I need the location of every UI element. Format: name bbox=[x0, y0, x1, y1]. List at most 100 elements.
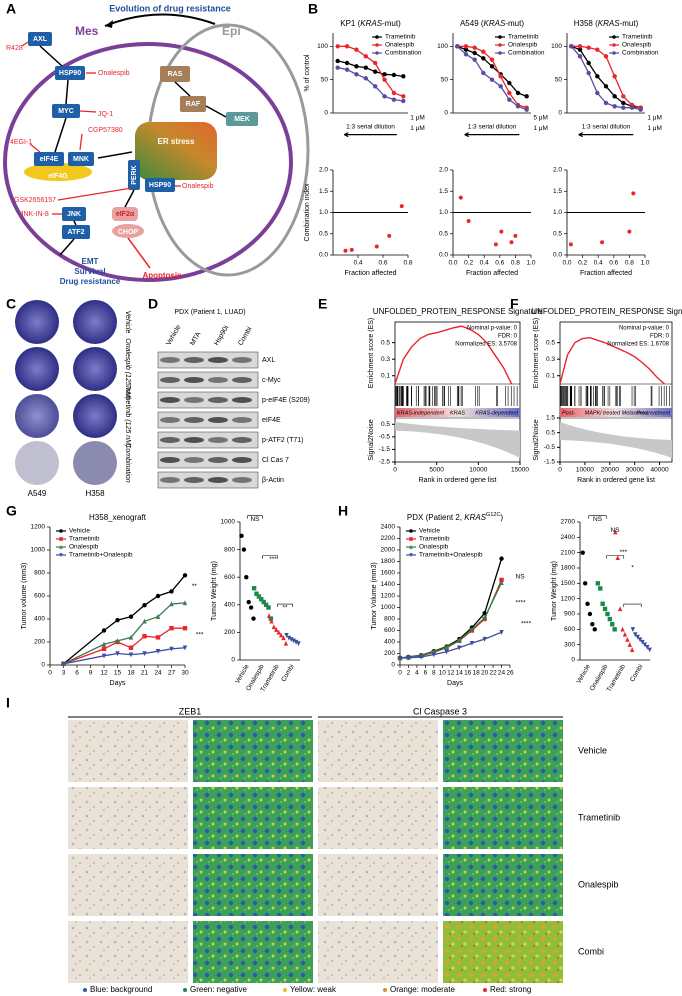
data-point bbox=[239, 533, 244, 538]
x-tick-label: 6 bbox=[75, 670, 79, 677]
data-point bbox=[507, 97, 512, 102]
data-point bbox=[499, 556, 504, 561]
blot-band bbox=[208, 397, 228, 403]
y-tick-label: 0 bbox=[391, 662, 395, 669]
data-point bbox=[354, 64, 359, 69]
y-tick-label: 400 bbox=[224, 602, 235, 609]
statistic: Nominal p-value: 0 bbox=[619, 326, 670, 332]
cell-line-label: A549 bbox=[28, 489, 47, 498]
node bbox=[145, 178, 175, 192]
title-part: KRAS bbox=[484, 19, 506, 28]
data-point bbox=[399, 204, 404, 209]
ihc-panel: ZEB1 Cl Caspase 3 bbox=[68, 706, 563, 718]
colony-plates: Vehicle Onalespib (125 nM) Trametinib (1… bbox=[15, 300, 131, 498]
node-label: MYC bbox=[58, 108, 74, 115]
x-axis-label: Fraction affected bbox=[344, 270, 396, 277]
y-tick-label: 1200 bbox=[381, 593, 396, 600]
data-point bbox=[627, 642, 632, 647]
legend-label: Yellow: weak bbox=[290, 985, 337, 994]
data-point bbox=[256, 594, 262, 599]
ihc-tile bbox=[68, 787, 188, 849]
x-tick-label: 6 bbox=[424, 670, 428, 677]
heatmap-tile bbox=[443, 720, 563, 782]
data-point bbox=[343, 248, 348, 253]
phenotype-label: Pre-treatment bbox=[636, 410, 670, 416]
y-tick-label: -2.5 bbox=[379, 459, 391, 466]
dilution-arrow bbox=[578, 132, 634, 138]
data-point bbox=[289, 637, 294, 642]
data-point bbox=[469, 640, 475, 646]
y-tick-label: 0.5 bbox=[439, 230, 448, 237]
data-point bbox=[363, 54, 369, 59]
data-point bbox=[595, 74, 600, 79]
y-tick-label: 0 bbox=[231, 657, 235, 664]
heatmap-tile bbox=[193, 720, 313, 782]
node-label: RAF bbox=[186, 101, 201, 108]
data-point bbox=[499, 580, 504, 585]
statistic: FDR: 0 bbox=[498, 334, 518, 340]
panel-label: D bbox=[148, 296, 158, 312]
data-point bbox=[603, 54, 609, 59]
data-point bbox=[128, 634, 134, 640]
legend-label: Combination bbox=[508, 50, 545, 57]
y-tick-label: -1.5 bbox=[379, 446, 391, 453]
blot-band bbox=[208, 437, 228, 443]
x-tick-label: 0.8 bbox=[625, 260, 634, 267]
node-label: CHOP bbox=[118, 229, 139, 236]
data-point bbox=[509, 240, 514, 245]
data-point bbox=[610, 622, 615, 627]
x-tick-label: 9 bbox=[89, 670, 93, 677]
data-point bbox=[577, 54, 583, 59]
y-tick-label: 1.0 bbox=[553, 209, 562, 216]
inhibitor: CGP57380 bbox=[88, 127, 123, 134]
statistic: Normalized ES: 3.5708 bbox=[455, 342, 517, 348]
legend-marker bbox=[375, 35, 379, 39]
data-point bbox=[372, 84, 378, 89]
y-axis-label: Signal2Noise bbox=[368, 419, 375, 460]
data-point bbox=[382, 77, 387, 82]
x-tick-label: 20000 bbox=[601, 467, 619, 474]
plate bbox=[73, 300, 117, 344]
blot-band bbox=[160, 477, 180, 483]
node-label: HSP90 bbox=[149, 182, 171, 189]
chart-title: PDX (Patient 2, KRASG12C) bbox=[407, 512, 504, 522]
data-point bbox=[246, 599, 251, 605]
title-part: PDX (Patient 2, bbox=[407, 513, 464, 522]
y-tick-label: 2000 bbox=[381, 547, 396, 554]
title-part: KRAS bbox=[598, 19, 620, 28]
data-point bbox=[469, 626, 475, 632]
y-tick-label: 0.3 bbox=[546, 356, 555, 363]
data-point bbox=[472, 45, 477, 50]
data-point bbox=[455, 44, 460, 49]
panel-label: H bbox=[338, 503, 348, 519]
data-point bbox=[251, 586, 257, 591]
legend-label: Vehicle bbox=[69, 528, 90, 535]
legend-label: Blue: background bbox=[90, 985, 152, 994]
annotation: 5 μM bbox=[533, 115, 548, 122]
data-point bbox=[620, 626, 625, 632]
y-axis-label: Enrichment score (ES) bbox=[368, 318, 375, 388]
data-point bbox=[406, 655, 411, 661]
blot-band bbox=[232, 377, 252, 383]
y-axis-label: Enrichment score (ES) bbox=[533, 318, 540, 388]
treatment-label: Trametinib (125 nM) bbox=[124, 385, 131, 448]
y-tick-label: 0 bbox=[571, 657, 575, 664]
legend-swatch bbox=[183, 988, 187, 992]
data-point bbox=[637, 637, 643, 643]
y-tick-label: 0.0 bbox=[553, 252, 562, 259]
y-tick-label: 50 bbox=[321, 76, 329, 83]
blot-band bbox=[184, 357, 204, 363]
legend-marker bbox=[409, 529, 413, 533]
x-tick-label: 4 bbox=[415, 670, 419, 677]
data-point bbox=[169, 601, 174, 607]
title-part: -mut) bbox=[505, 19, 524, 28]
plate bbox=[73, 347, 117, 391]
legend-label: Onalespib bbox=[419, 544, 449, 551]
data-point bbox=[401, 74, 406, 79]
x-tick-label: 24 bbox=[154, 670, 162, 677]
annotation: * bbox=[631, 564, 634, 571]
data-point bbox=[472, 50, 477, 56]
data-point bbox=[595, 581, 601, 586]
y-tick-label: 1.5 bbox=[546, 415, 555, 422]
series-line bbox=[337, 67, 404, 102]
